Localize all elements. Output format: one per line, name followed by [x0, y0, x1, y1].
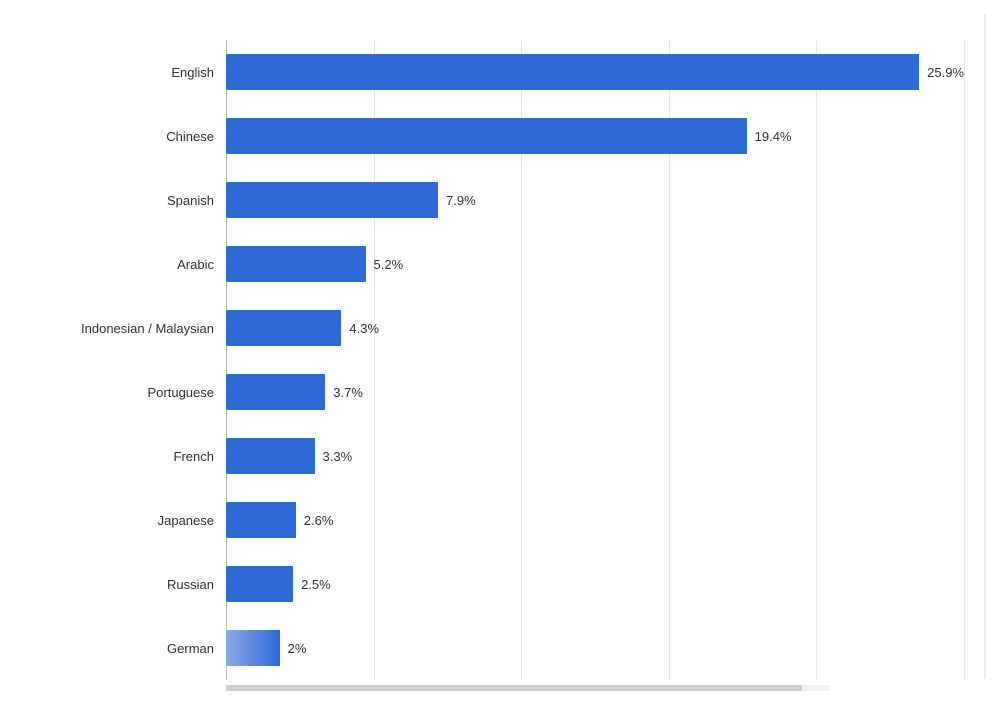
- category-label: English: [0, 40, 226, 104]
- value-label: 2.6%: [304, 513, 334, 528]
- value-label: 2%: [288, 641, 307, 656]
- value-label: 3.3%: [323, 449, 353, 464]
- table-row: Portuguese 3.7%: [0, 360, 1000, 424]
- bar-track: 25.9%: [226, 40, 964, 104]
- value-label: 19.4%: [755, 129, 792, 144]
- category-label: Indonesian / Malaysian: [0, 296, 226, 360]
- table-row: Russian 2.5%: [0, 552, 1000, 616]
- bar-track: 3.3%: [226, 424, 964, 488]
- bar-track: 19.4%: [226, 104, 964, 168]
- bar[interactable]: [226, 54, 919, 90]
- chart-container: English 25.9% Chinese 19.4% Spanish 7.9% Arabi…: [0, 0, 1000, 719]
- category-label: German: [0, 616, 226, 680]
- chart-plot-area: English 25.9% Chinese 19.4% Spanish 7.9% Arabi…: [0, 40, 1000, 680]
- value-label: 5.2%: [374, 257, 404, 272]
- value-label: 3.7%: [333, 385, 363, 400]
- table-row: German 2%: [0, 616, 1000, 680]
- category-label: French: [0, 424, 226, 488]
- bar[interactable]: [226, 246, 366, 282]
- table-row: French 3.3%: [0, 424, 1000, 488]
- value-label: 2.5%: [301, 577, 331, 592]
- bar[interactable]: [226, 118, 747, 154]
- bar[interactable]: [226, 182, 438, 218]
- bar[interactable]: [226, 374, 325, 410]
- bar-track: 3.7%: [226, 360, 964, 424]
- table-row: Arabic 5.2%: [0, 232, 1000, 296]
- bar[interactable]: [226, 438, 315, 474]
- bar-track: 2.6%: [226, 488, 964, 552]
- bar-track: 2.5%: [226, 552, 964, 616]
- category-label: Japanese: [0, 488, 226, 552]
- bar-track: 7.9%: [226, 168, 964, 232]
- table-row: Japanese 2.6%: [0, 488, 1000, 552]
- bar[interactable]: [226, 502, 296, 538]
- bar-track: 5.2%: [226, 232, 964, 296]
- bar[interactable]: [226, 566, 293, 602]
- horizontal-scrollbar-thumb[interactable]: [226, 685, 802, 691]
- table-row: Indonesian / Malaysian 4.3%: [0, 296, 1000, 360]
- right-rail: [984, 14, 986, 679]
- value-label: 25.9%: [927, 65, 964, 80]
- table-row: English 25.9%: [0, 40, 1000, 104]
- bar-track: 2%: [226, 616, 964, 680]
- table-row: Spanish 7.9%: [0, 168, 1000, 232]
- category-label: Portuguese: [0, 360, 226, 424]
- category-label: Russian: [0, 552, 226, 616]
- value-label: 4.3%: [349, 321, 379, 336]
- category-label: Chinese: [0, 104, 226, 168]
- table-row: Chinese 19.4%: [0, 104, 1000, 168]
- bar[interactable]: [226, 310, 341, 346]
- bar[interactable]: [226, 630, 280, 666]
- category-label: Spanish: [0, 168, 226, 232]
- category-label: Arabic: [0, 232, 226, 296]
- horizontal-scrollbar[interactable]: [226, 685, 831, 691]
- value-label: 7.9%: [446, 193, 476, 208]
- bar-track: 4.3%: [226, 296, 964, 360]
